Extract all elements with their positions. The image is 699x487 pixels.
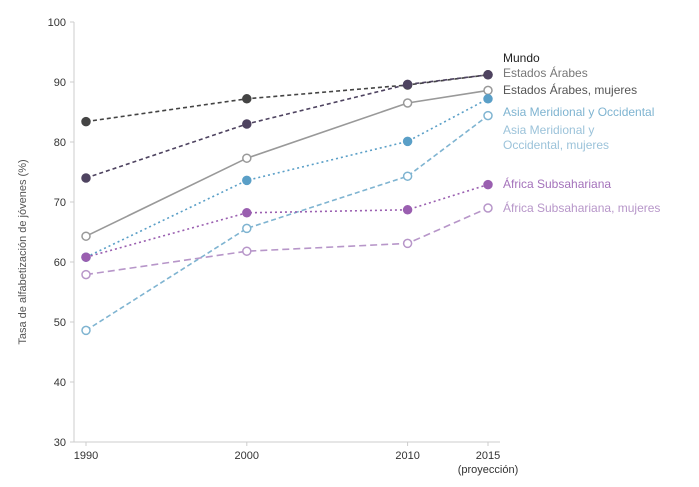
data-point	[483, 94, 493, 104]
series-label: Asia Meridional y	[503, 123, 594, 137]
series-5	[81, 179, 493, 262]
series-line	[85, 89, 489, 237]
series-line	[85, 207, 489, 276]
y-tick-label: 80	[54, 137, 66, 149]
data-point	[81, 325, 91, 336]
y-tick-label: 100	[48, 17, 66, 29]
data-point	[483, 70, 493, 80]
data-point	[81, 269, 91, 280]
data-point	[242, 223, 252, 234]
data-point	[402, 98, 413, 108]
y-tick-label: 90	[54, 77, 66, 89]
series-label: África Subsahariana, mujeres	[503, 200, 660, 215]
data-point	[483, 85, 493, 96]
data-point	[242, 208, 252, 218]
data-point	[402, 238, 413, 249]
data-point	[402, 79, 413, 90]
data-point	[81, 173, 91, 183]
y-tick-label: 50	[54, 317, 66, 329]
data-point	[81, 231, 91, 241]
series-6	[81, 203, 493, 280]
series-1	[81, 70, 493, 183]
data-point	[242, 175, 252, 186]
data-point	[402, 171, 413, 181]
data-point	[402, 205, 413, 215]
y-tick-label: 30	[54, 437, 66, 449]
series-line	[85, 114, 489, 332]
x-tick-note: (proyección)	[458, 464, 519, 476]
data-point	[81, 116, 91, 127]
series-line	[85, 74, 489, 179]
series-2	[81, 85, 493, 241]
data-point	[402, 136, 413, 147]
y-axis-label: Tasa de alfabetización de jóvenes (%)	[17, 159, 29, 344]
series-label: Estados Árabes, mujeres	[503, 82, 637, 97]
series-3	[81, 94, 493, 262]
data-point	[483, 110, 493, 121]
series-line	[85, 74, 489, 123]
x-tick-label: 2015	[476, 450, 500, 462]
data-point	[242, 246, 252, 256]
x-tick-label: 1990	[74, 450, 98, 462]
y-tick-label: 60	[54, 257, 66, 269]
series-line	[85, 183, 489, 258]
series-label: Asia Meridional y Occidental	[503, 105, 654, 119]
series-line	[85, 98, 489, 258]
x-tick-label: 2000	[235, 450, 259, 462]
y-tick-label: 70	[54, 197, 66, 209]
series-label: Estados Árabes	[503, 65, 588, 80]
data-point	[242, 94, 252, 104]
series-layer	[81, 70, 493, 336]
data-point	[483, 203, 493, 213]
series-0	[81, 70, 493, 127]
series-label: Occidental, mujeres	[503, 138, 609, 152]
y-axis: 30 40 50 60 70 80 90 100	[48, 17, 75, 449]
data-point	[242, 119, 252, 129]
y-tick-label: 40	[54, 377, 66, 389]
x-tick-label: 2010	[395, 450, 419, 462]
series-4	[81, 110, 493, 336]
series-label: Mundo	[503, 51, 540, 65]
x-axis: 1990 2000 2010 2015 (proyección)	[70, 441, 519, 476]
data-point	[81, 252, 91, 262]
data-point	[242, 153, 252, 163]
data-point	[483, 179, 493, 190]
series-label: África Subsahariana	[503, 176, 611, 191]
